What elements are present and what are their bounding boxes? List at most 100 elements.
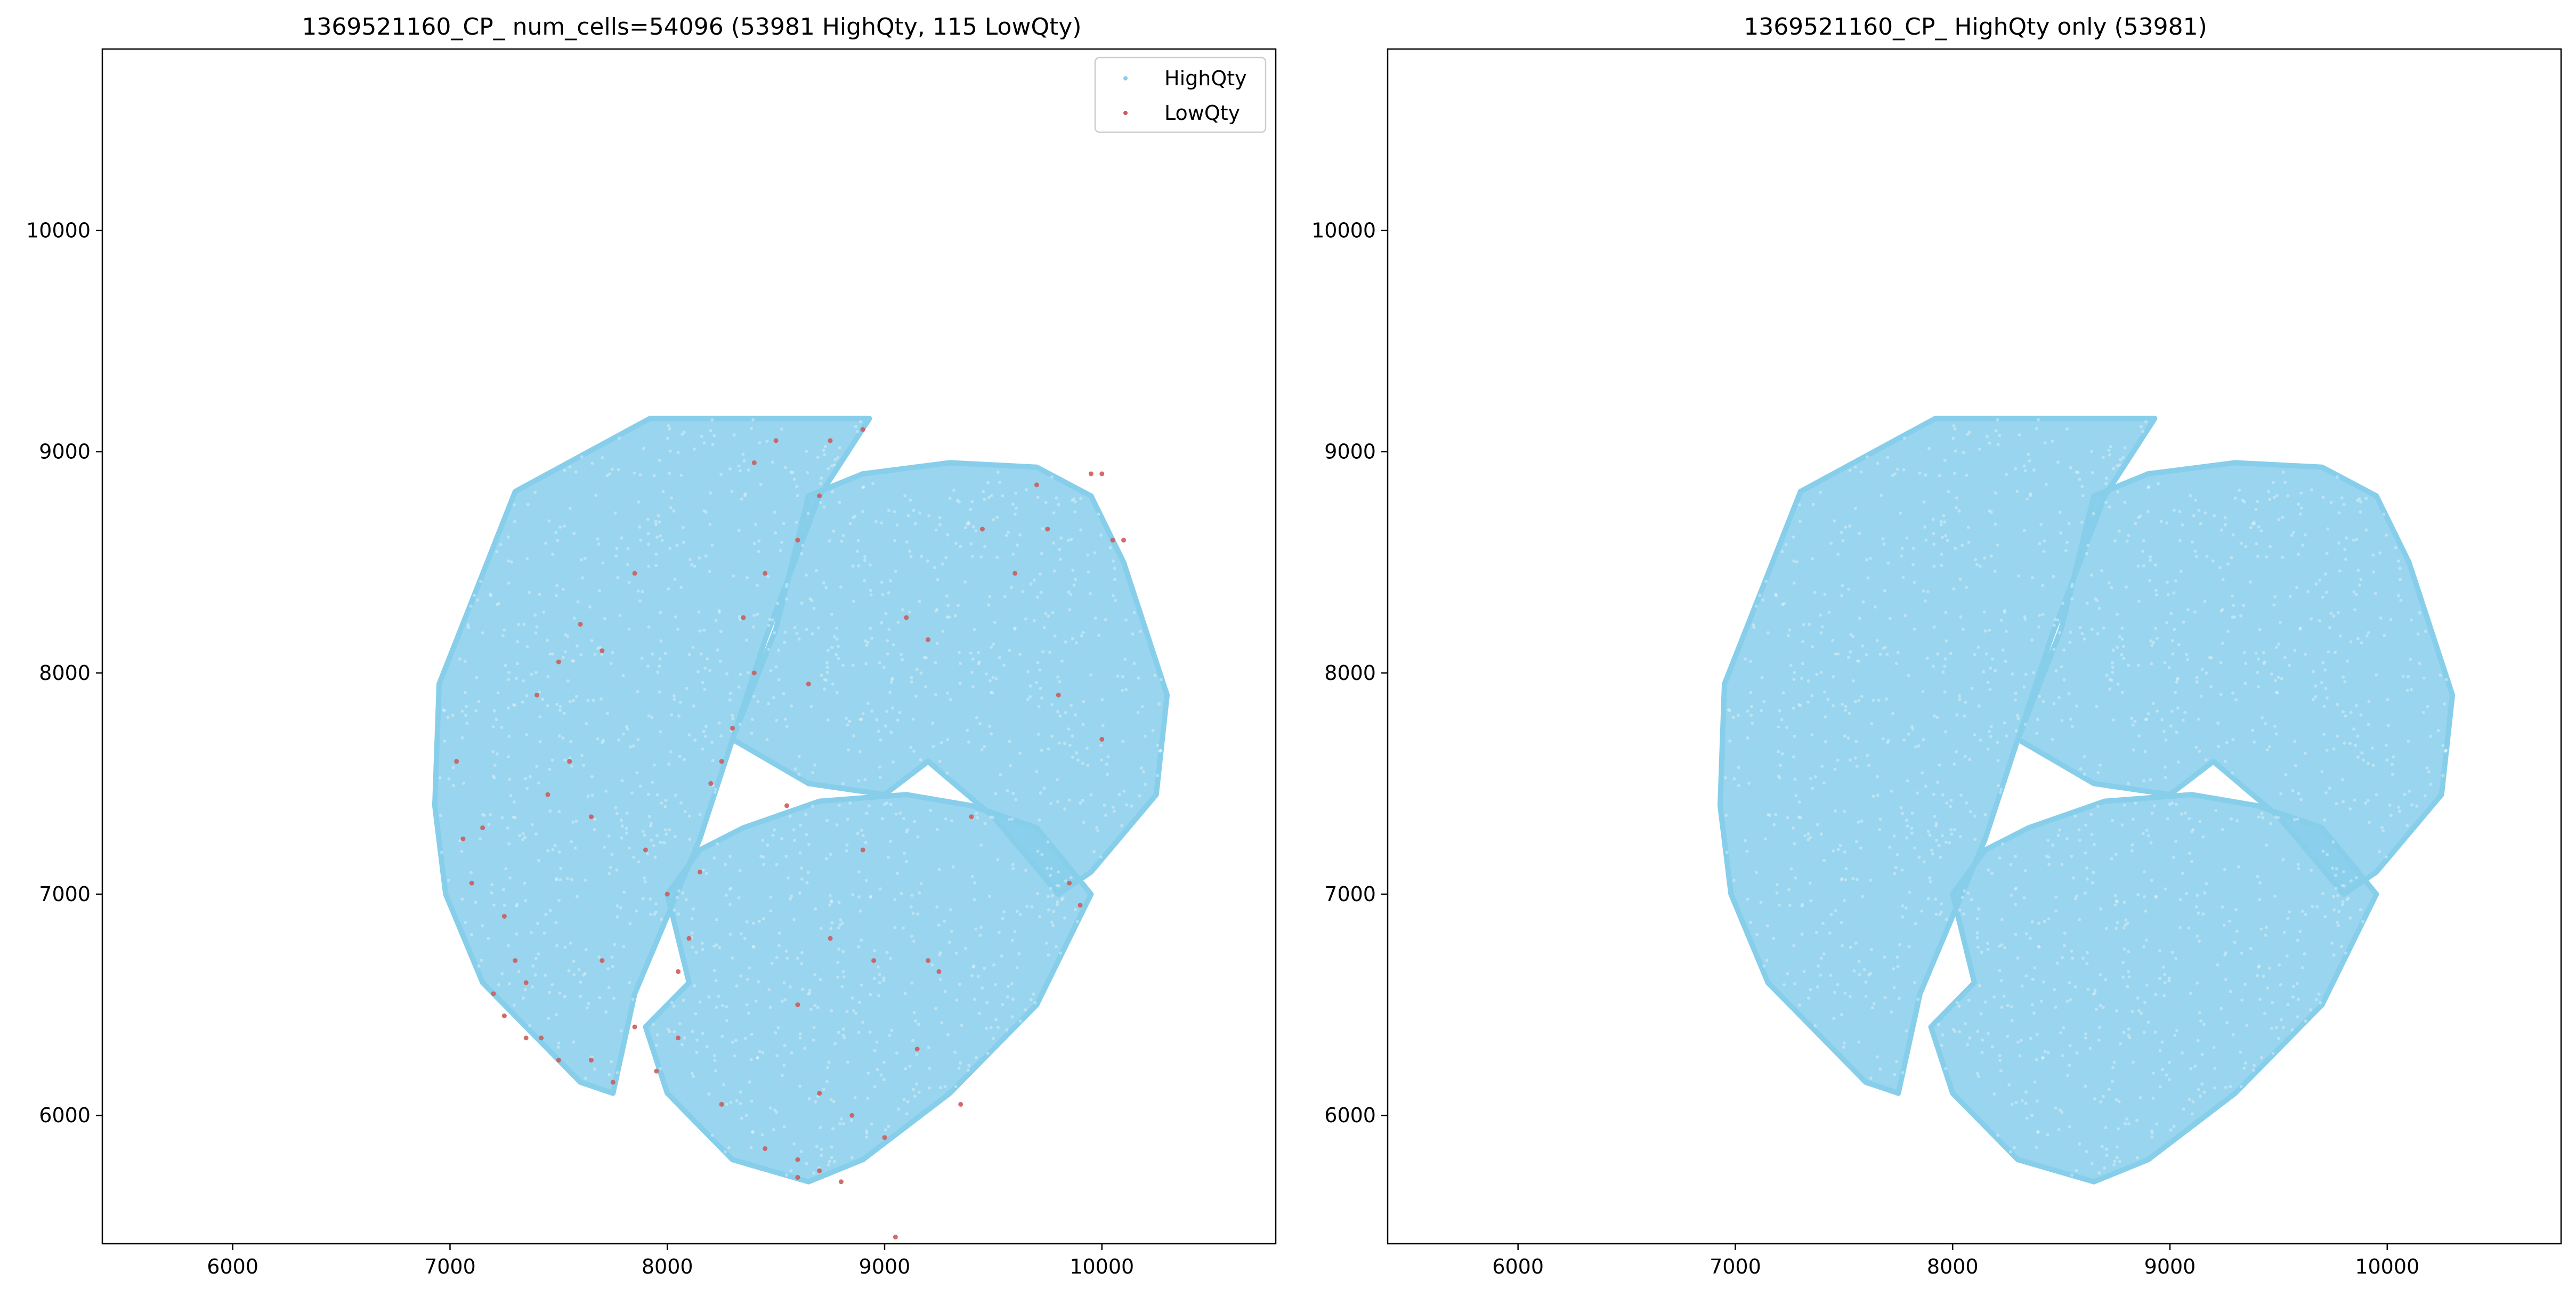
highqty-point [1921, 690, 1925, 693]
highqty-point [710, 418, 714, 421]
highqty-point [788, 985, 792, 988]
highqty-point [507, 670, 511, 674]
highqty-point [1970, 686, 1974, 690]
highqty-point [853, 514, 857, 518]
highqty-point [2023, 615, 2027, 619]
highqty-point [2145, 828, 2149, 832]
highqty-point [1792, 678, 1796, 682]
highqty-point [2158, 1049, 2162, 1052]
highqty-point [2244, 661, 2248, 665]
highqty-point [717, 609, 721, 612]
highqty-point [2262, 662, 2266, 666]
highqty-point [1996, 543, 1999, 547]
highqty-point [1949, 652, 1953, 655]
highqty-point [469, 871, 473, 874]
highqty-point [1011, 792, 1015, 796]
highqty-point [668, 449, 672, 453]
highqty-point [2003, 609, 2006, 612]
highqty-point [1970, 898, 1973, 902]
highqty-point [2326, 853, 2329, 856]
highqty-point [975, 812, 978, 815]
highqty-point [752, 694, 756, 698]
highqty-point [948, 496, 952, 500]
highqty-point [2123, 901, 2126, 904]
highqty-point [2035, 427, 2038, 431]
highqty-point [1940, 902, 1943, 906]
lowqty-point [654, 1068, 659, 1074]
highqty-point [2168, 1060, 2172, 1064]
highqty-point [440, 850, 443, 854]
highqty-point [1140, 705, 1144, 709]
highqty-point [2153, 563, 2157, 567]
highqty-point [1996, 759, 2000, 763]
lowqty-point [860, 847, 865, 853]
highqty-point [1999, 1069, 2003, 1073]
highqty-point [2396, 805, 2400, 809]
highqty-point [767, 647, 771, 651]
highqty-point [1797, 800, 1801, 804]
highqty-point [2337, 923, 2340, 927]
highqty-point [638, 599, 642, 603]
highqty-point [1036, 891, 1040, 895]
highqty-point [2180, 812, 2183, 816]
lowqty-point [914, 1047, 920, 1052]
highqty-point [746, 671, 750, 675]
highqty-point [2198, 749, 2201, 753]
highqty-point [830, 646, 834, 650]
lowqty-point [1110, 538, 1115, 543]
highqty-point [1932, 714, 1936, 718]
highqty-point [879, 738, 882, 742]
highqty-point [1920, 909, 1924, 913]
highqty-point [934, 528, 938, 532]
highqty-point [487, 936, 490, 940]
highqty-point [2257, 685, 2261, 689]
highqty-point [1938, 763, 1941, 767]
highqty-point [2003, 946, 2007, 950]
highqty-point [2010, 1005, 2014, 1009]
highqty-point [2320, 769, 2324, 773]
highqty-point [704, 725, 708, 728]
highqty-point [798, 1084, 802, 1088]
highqty-point [2172, 591, 2176, 595]
highqty-point [873, 977, 877, 980]
highqty-point [2099, 907, 2103, 911]
highqty-point [1039, 791, 1042, 795]
highqty-point [1029, 998, 1033, 1001]
highqty-point [950, 819, 954, 823]
lowqty-point [1034, 482, 1039, 488]
highqty-point [2041, 1056, 2045, 1059]
highqty-point [1875, 639, 1879, 643]
highqty-point [506, 535, 510, 539]
highqty-point [664, 828, 668, 832]
highqty-point [2178, 539, 2182, 542]
highqty-point [906, 514, 910, 517]
highqty-point [2163, 981, 2167, 985]
highqty-point [1936, 652, 1940, 656]
highqty-point [2013, 887, 2017, 891]
highqty-point [1140, 766, 1144, 770]
highqty-point [2337, 541, 2341, 545]
highqty-point [555, 702, 558, 706]
highqty-point [695, 1038, 699, 1042]
highqty-point [625, 811, 629, 815]
highqty-point [712, 434, 716, 437]
highqty-point [908, 549, 912, 553]
highqty-point [1858, 617, 1861, 620]
highqty-point [1775, 594, 1778, 597]
highqty-point [1961, 544, 1964, 547]
highqty-point [1121, 675, 1124, 678]
highqty-point [576, 600, 580, 604]
highqty-point [898, 711, 902, 715]
highqty-point [495, 752, 499, 756]
highqty-point [868, 1030, 872, 1034]
highqty-point [2057, 1128, 2061, 1131]
highqty-point [2011, 672, 2014, 676]
highqty-point [1964, 801, 1968, 805]
highqty-point [2356, 755, 2360, 759]
highqty-point [869, 895, 872, 899]
highqty-point [1886, 456, 1890, 459]
highqty-point [2284, 773, 2288, 776]
highqty-point [580, 558, 584, 562]
highqty-point [2030, 1003, 2034, 1007]
lowqty-point [773, 438, 779, 443]
